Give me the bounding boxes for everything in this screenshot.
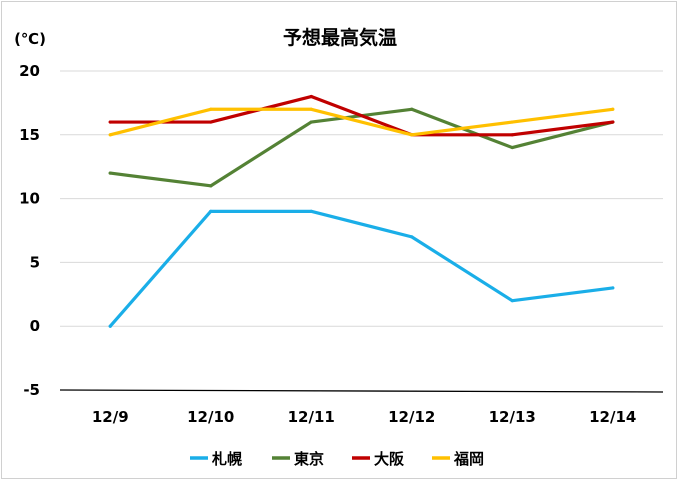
data-point	[108, 324, 112, 328]
legend: 札幌 東京 大阪 福岡	[190, 450, 484, 468]
data-point	[108, 120, 112, 124]
y-tick-label: 15	[19, 126, 40, 144]
y-axis-unit: (℃)	[14, 30, 46, 48]
data-point	[309, 209, 313, 213]
legend-label: 札幌	[211, 450, 242, 468]
series-line-福岡	[108, 107, 615, 137]
data-point	[611, 286, 615, 290]
data-point	[510, 145, 514, 150]
y-tick-label: -5	[23, 381, 40, 399]
data-point	[410, 235, 414, 239]
y-tick-labels: 20 15 10 5 0 -5	[19, 62, 40, 399]
data-point	[510, 120, 514, 124]
data-point	[510, 133, 514, 137]
x-axis-line	[59, 389, 664, 393]
gridlines	[59, 70, 664, 393]
series-line-札幌	[108, 209, 615, 328]
data-point	[209, 184, 213, 188]
x-tick-label: 12/14	[589, 408, 636, 426]
data-point	[410, 133, 414, 137]
data-point	[209, 209, 213, 213]
series-lines	[108, 94, 615, 328]
series-line-大阪	[108, 94, 615, 137]
x-tick-label: 12/10	[187, 408, 234, 426]
data-point	[510, 299, 514, 303]
data-point	[108, 133, 112, 137]
legend-label: 大阪	[374, 450, 405, 468]
y-tick-label: 10	[19, 190, 40, 208]
y-tick-label: 5	[30, 253, 40, 271]
x-tick-label: 12/9	[92, 408, 129, 426]
data-point	[209, 120, 213, 124]
data-point	[108, 171, 112, 175]
data-point	[611, 107, 615, 111]
x-tick-label: 12/13	[489, 408, 536, 426]
data-point	[611, 120, 615, 124]
data-point	[309, 107, 313, 111]
legend-label: 東京	[294, 450, 324, 468]
y-tick-label: 20	[19, 62, 40, 80]
data-point	[410, 107, 414, 111]
data-point	[309, 94, 313, 99]
x-tick-labels: 12/9 12/10 12/11 12/12 12/13 12/14	[92, 408, 637, 426]
data-point	[209, 107, 213, 111]
chart-title: 予想最高気温	[283, 26, 397, 49]
x-tick-label: 12/12	[388, 408, 435, 426]
data-point	[309, 120, 313, 124]
y-tick-label: 0	[30, 317, 40, 335]
legend-label: 福岡	[453, 450, 484, 468]
x-tick-label: 12/11	[288, 408, 335, 426]
